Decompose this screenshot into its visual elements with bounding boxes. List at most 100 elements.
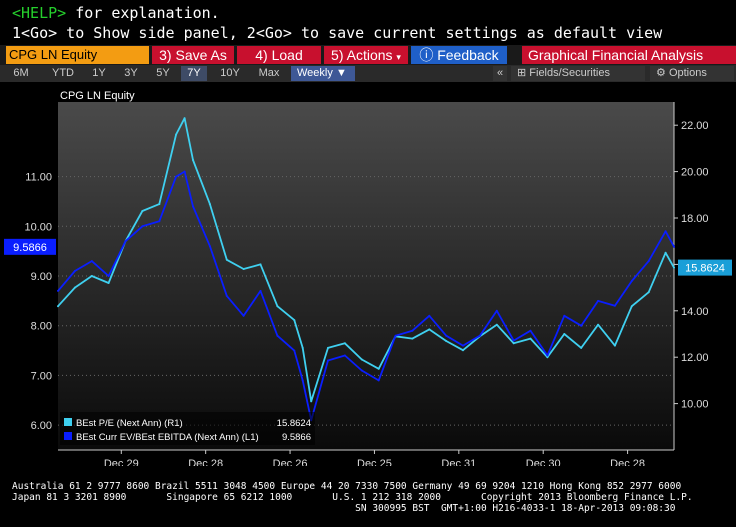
data-point xyxy=(107,282,110,284)
right-tick-label: 14.00 xyxy=(681,306,709,318)
data-point xyxy=(394,334,397,337)
data-point xyxy=(57,305,59,308)
load-button[interactable]: 4) Load xyxy=(237,46,321,64)
legend-swatch xyxy=(64,418,72,426)
caret-down-icon: ▼ xyxy=(335,67,347,79)
data-point xyxy=(546,354,549,357)
legend-value: 15.8624 xyxy=(277,418,311,429)
period-3y[interactable]: 3Y xyxy=(118,66,144,81)
actions-button[interactable]: 5) Actions ▾ xyxy=(324,46,408,64)
data-point xyxy=(259,263,262,266)
feedback-icon: ⓘ xyxy=(419,47,434,63)
options-button[interactable]: ⚙ Options xyxy=(650,66,734,81)
data-point xyxy=(411,337,414,340)
data-point xyxy=(73,270,76,272)
data-point xyxy=(225,258,228,261)
frequency-select[interactable]: Weekly ▼ xyxy=(291,66,355,81)
data-point xyxy=(343,354,346,357)
data-point xyxy=(73,286,76,289)
data-point xyxy=(327,346,329,349)
frequency-value: Weekly xyxy=(297,67,333,79)
fields-securities-button[interactable]: ⊞ Fields/Securities xyxy=(511,66,645,81)
help-key[interactable]: <HELP> xyxy=(12,4,67,22)
right-tick-label: 10.00 xyxy=(681,399,709,411)
sliders-icon: ⊞ xyxy=(517,67,527,79)
data-point xyxy=(664,251,667,254)
feedback-button[interactable]: ⓘ Feedback xyxy=(411,46,507,64)
data-point xyxy=(301,346,304,349)
data-point xyxy=(377,367,380,370)
left-tick-label: 8.00 xyxy=(31,321,52,333)
data-point xyxy=(495,323,498,326)
data-point xyxy=(546,356,549,359)
right-tick-label: 18.00 xyxy=(681,213,709,225)
series-0 xyxy=(57,117,675,403)
data-point xyxy=(630,305,633,308)
left-tick-label: 9.00 xyxy=(31,271,52,283)
period-10y[interactable]: 10Y xyxy=(215,66,245,81)
right-tick-label: 12.00 xyxy=(681,352,709,364)
data-point xyxy=(462,344,464,347)
right-last-value-box xyxy=(678,259,732,276)
left-tick-label: 11.00 xyxy=(25,172,52,184)
data-point xyxy=(276,305,279,308)
ticker-input[interactable]: CPG LN Equity xyxy=(6,46,149,64)
data-point xyxy=(183,170,186,173)
options-label: Options xyxy=(668,67,707,79)
footer-line-1: Australia 61 2 9777 8600 Brazil 5511 304… xyxy=(12,481,682,492)
series-1 xyxy=(57,170,675,422)
data-point xyxy=(208,203,211,206)
save-as-button[interactable]: 3) Save As xyxy=(152,46,234,64)
data-point xyxy=(293,319,296,322)
chart-area: CPG LN Equity 11.00 10.00 9.00 8.00 7.00 6.00… xyxy=(0,82,736,484)
footer: Australia 61 2 9777 8600 Brazil 5511 304… xyxy=(12,481,693,514)
period-6m[interactable]: 6M xyxy=(6,66,36,81)
data-point xyxy=(360,358,363,361)
data-point xyxy=(529,329,532,332)
chart-svg: CPG LN Equity 11.00 10.00 9.00 8.00 7.00 6.00… xyxy=(4,90,732,484)
period-5y[interactable]: 5Y xyxy=(150,66,176,81)
right-last-value: 15.8624 xyxy=(685,263,725,275)
data-point xyxy=(647,291,650,294)
legend-value: 9.5866 xyxy=(282,432,311,443)
data-point xyxy=(158,220,161,223)
collapse-button[interactable]: « xyxy=(493,66,507,81)
data-point xyxy=(107,275,110,277)
data-point xyxy=(478,334,481,337)
data-point xyxy=(276,334,279,337)
legend-label: BEst P/E (Next Ann) (R1) xyxy=(76,418,183,429)
data-point xyxy=(597,323,600,326)
data-point xyxy=(664,230,667,233)
data-point xyxy=(597,299,600,302)
data-point xyxy=(563,314,566,317)
period-7y[interactable]: 7Y xyxy=(181,66,207,81)
data-point xyxy=(124,240,127,243)
data-point xyxy=(192,159,194,161)
data-point xyxy=(183,117,186,120)
data-point xyxy=(613,304,616,307)
fields-label: Fields/Securities xyxy=(529,67,610,79)
data-point xyxy=(242,268,245,270)
data-point xyxy=(445,340,448,342)
actions-label: 5) Actions xyxy=(331,47,393,63)
period-ytd[interactable]: YTD xyxy=(48,66,78,81)
data-point xyxy=(259,289,262,292)
data-point xyxy=(141,225,144,228)
data-point xyxy=(529,337,532,340)
data-point xyxy=(293,349,296,352)
data-point xyxy=(445,334,448,337)
legend-label: BEst Curr EV/BEst EBITDA (Next Ann) (L1) xyxy=(76,432,259,443)
data-point xyxy=(462,349,464,352)
period-1y[interactable]: 1Y xyxy=(86,66,112,81)
help-line: <HELP> for explanation. xyxy=(12,4,220,22)
period-max[interactable]: Max xyxy=(252,66,286,81)
data-point xyxy=(208,245,211,248)
series-line xyxy=(57,170,675,422)
x-tick-label: Dec 25 xyxy=(357,458,392,466)
feedback-label: Feedback xyxy=(437,47,499,63)
right-tick-label: 20.00 xyxy=(681,167,709,179)
data-point xyxy=(377,379,380,382)
data-point xyxy=(630,280,633,282)
data-point xyxy=(428,314,431,317)
gear-icon: ⚙ xyxy=(656,67,666,79)
